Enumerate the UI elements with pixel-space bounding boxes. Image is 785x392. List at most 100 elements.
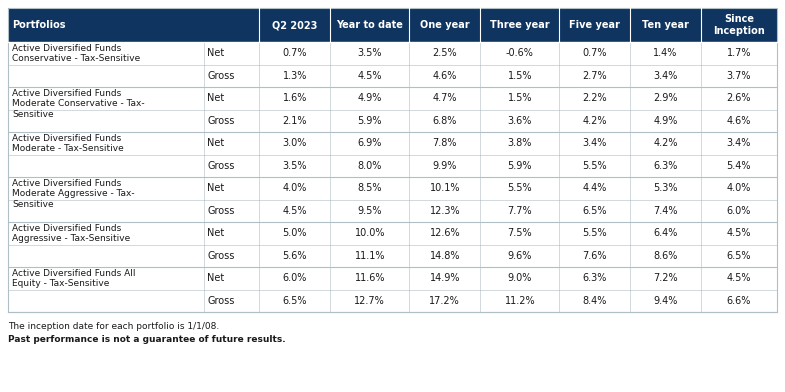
Text: Active Diversified Funds
Moderate - Tax-Sensitive: Active Diversified Funds Moderate - Tax-… xyxy=(12,134,124,153)
Text: 2.2%: 2.2% xyxy=(582,93,607,103)
Bar xyxy=(8,154,777,177)
Text: 10.0%: 10.0% xyxy=(355,228,385,238)
Text: 9.0%: 9.0% xyxy=(508,273,532,283)
Text: 9.4%: 9.4% xyxy=(653,296,677,306)
Text: Ten year: Ten year xyxy=(642,20,689,30)
Text: Net: Net xyxy=(207,273,225,283)
Text: 14.8%: 14.8% xyxy=(429,251,460,261)
Text: Gross: Gross xyxy=(207,71,235,81)
Text: Active Diversified Funds
Aggressive - Tax-Sensitive: Active Diversified Funds Aggressive - Ta… xyxy=(12,224,130,243)
Text: 12.6%: 12.6% xyxy=(429,228,460,238)
Text: Net: Net xyxy=(207,183,225,193)
Text: 3.8%: 3.8% xyxy=(508,138,532,148)
Text: 3.4%: 3.4% xyxy=(653,71,677,81)
Bar xyxy=(8,109,777,132)
Text: 5.5%: 5.5% xyxy=(582,228,607,238)
Text: 3.5%: 3.5% xyxy=(283,161,307,171)
Text: 2.7%: 2.7% xyxy=(582,71,607,81)
Text: 5.5%: 5.5% xyxy=(582,161,607,171)
Text: 0.7%: 0.7% xyxy=(283,48,307,58)
Text: 6.0%: 6.0% xyxy=(283,273,307,283)
Text: 10.1%: 10.1% xyxy=(429,183,460,193)
Text: 7.2%: 7.2% xyxy=(653,273,677,283)
Text: Net: Net xyxy=(207,48,225,58)
Text: Past performance is not a guarantee of future results.: Past performance is not a guarantee of f… xyxy=(8,335,286,344)
Text: 7.5%: 7.5% xyxy=(507,228,532,238)
Text: 4.5%: 4.5% xyxy=(727,273,751,283)
Text: 6.6%: 6.6% xyxy=(727,296,751,306)
Text: 1.5%: 1.5% xyxy=(508,71,532,81)
Bar xyxy=(8,132,777,154)
Text: Year to date: Year to date xyxy=(337,20,403,30)
Text: 11.2%: 11.2% xyxy=(505,296,535,306)
Text: 6.5%: 6.5% xyxy=(283,296,307,306)
Text: 8.5%: 8.5% xyxy=(357,183,382,193)
Text: 5.3%: 5.3% xyxy=(653,183,677,193)
Text: 17.2%: 17.2% xyxy=(429,296,460,306)
Text: Gross: Gross xyxy=(207,296,235,306)
Bar xyxy=(8,177,777,200)
Text: 14.9%: 14.9% xyxy=(429,273,460,283)
Text: Gross: Gross xyxy=(207,161,235,171)
Text: 3.4%: 3.4% xyxy=(727,138,751,148)
Text: 4.5%: 4.5% xyxy=(283,206,307,216)
Text: 4.0%: 4.0% xyxy=(283,183,307,193)
Text: Since
Inception: Since Inception xyxy=(713,15,765,36)
Text: 1.7%: 1.7% xyxy=(727,48,751,58)
Text: 4.2%: 4.2% xyxy=(582,116,607,126)
Text: 3.5%: 3.5% xyxy=(357,48,382,58)
Text: 5.9%: 5.9% xyxy=(357,116,382,126)
Bar xyxy=(204,8,260,42)
Text: 5.4%: 5.4% xyxy=(727,161,751,171)
Text: 11.6%: 11.6% xyxy=(355,273,385,283)
Text: 8.4%: 8.4% xyxy=(582,296,607,306)
Text: 4.2%: 4.2% xyxy=(653,138,677,148)
Text: 2.5%: 2.5% xyxy=(433,48,457,58)
Text: Net: Net xyxy=(207,228,225,238)
Bar xyxy=(330,8,410,42)
Text: 4.6%: 4.6% xyxy=(433,71,457,81)
Bar xyxy=(8,200,777,222)
Text: Three year: Three year xyxy=(490,20,550,30)
Text: 6.3%: 6.3% xyxy=(653,161,677,171)
Text: 3.6%: 3.6% xyxy=(508,116,532,126)
Text: 7.6%: 7.6% xyxy=(582,251,607,261)
Text: 5.6%: 5.6% xyxy=(283,251,307,261)
Text: 6.4%: 6.4% xyxy=(653,228,677,238)
Text: Portfolios: Portfolios xyxy=(12,20,65,30)
Text: Gross: Gross xyxy=(207,116,235,126)
Text: 9.5%: 9.5% xyxy=(357,206,382,216)
Text: 12.3%: 12.3% xyxy=(429,206,460,216)
Bar xyxy=(701,8,777,42)
Bar xyxy=(630,8,701,42)
Text: 6.5%: 6.5% xyxy=(582,206,607,216)
Text: 3.7%: 3.7% xyxy=(727,71,751,81)
Text: Active Diversified Funds
Moderate Conservative - Tax-
Sensitive: Active Diversified Funds Moderate Conser… xyxy=(12,89,144,119)
Text: 5.5%: 5.5% xyxy=(507,183,532,193)
Text: 2.6%: 2.6% xyxy=(727,93,751,103)
Text: 1.5%: 1.5% xyxy=(508,93,532,103)
Bar xyxy=(8,290,777,312)
Bar xyxy=(410,8,480,42)
Text: 7.4%: 7.4% xyxy=(653,206,677,216)
Text: Five year: Five year xyxy=(569,20,620,30)
Text: 5.0%: 5.0% xyxy=(283,228,307,238)
Text: 8.6%: 8.6% xyxy=(653,251,677,261)
Text: 11.1%: 11.1% xyxy=(355,251,385,261)
Text: 4.5%: 4.5% xyxy=(357,71,382,81)
Text: 4.5%: 4.5% xyxy=(727,228,751,238)
Text: 1.4%: 1.4% xyxy=(653,48,677,58)
Text: 4.9%: 4.9% xyxy=(358,93,382,103)
Bar xyxy=(8,8,204,42)
Bar xyxy=(260,8,330,42)
Text: 3.0%: 3.0% xyxy=(283,138,307,148)
Text: 6.9%: 6.9% xyxy=(358,138,382,148)
Text: 1.3%: 1.3% xyxy=(283,71,307,81)
Text: 7.8%: 7.8% xyxy=(433,138,457,148)
Bar xyxy=(8,65,777,87)
Text: 2.1%: 2.1% xyxy=(283,116,307,126)
Text: 6.3%: 6.3% xyxy=(582,273,607,283)
Text: 4.4%: 4.4% xyxy=(582,183,607,193)
Text: 4.9%: 4.9% xyxy=(653,116,677,126)
Text: 6.0%: 6.0% xyxy=(727,206,751,216)
